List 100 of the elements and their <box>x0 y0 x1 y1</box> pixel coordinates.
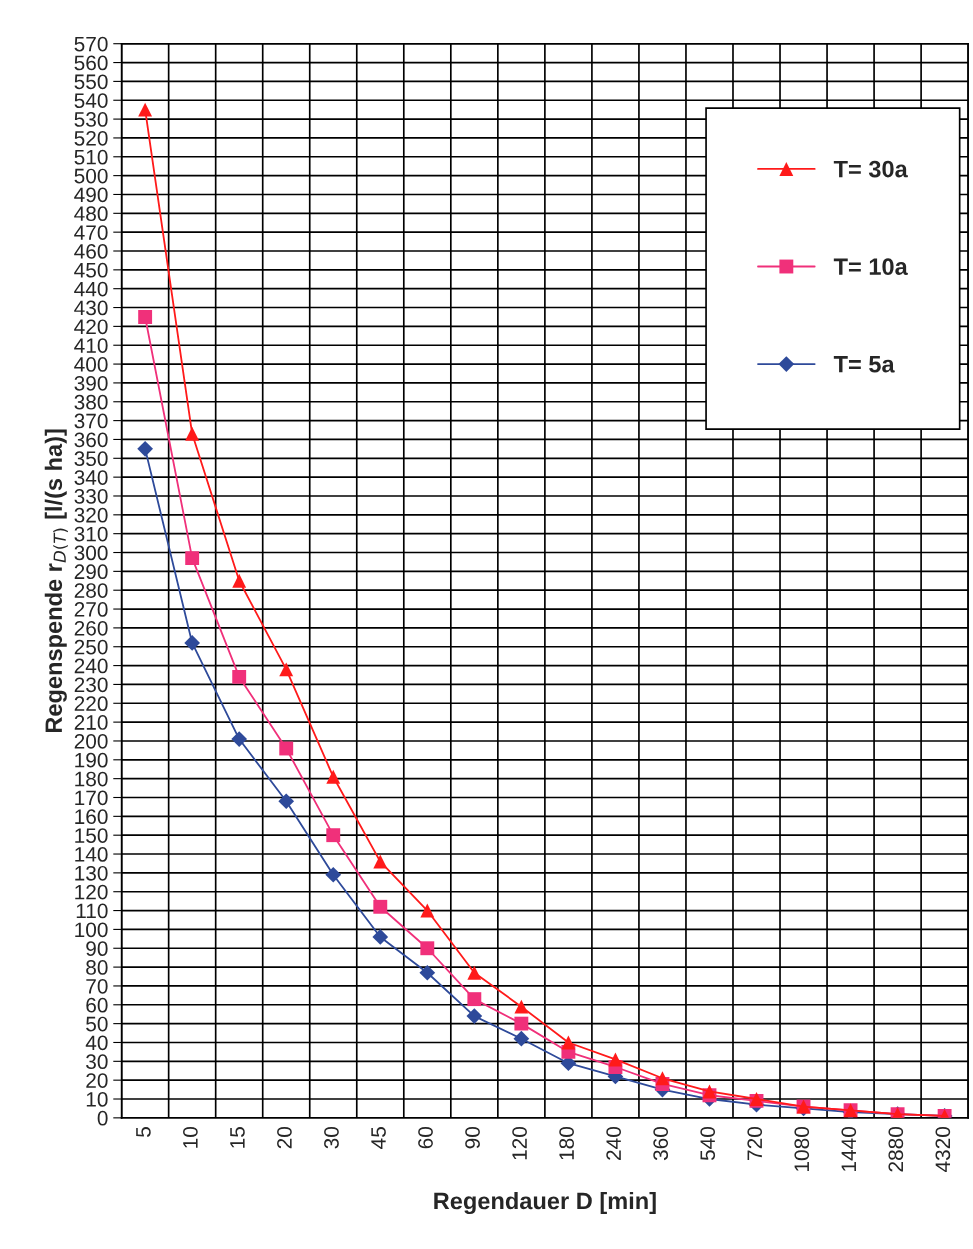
y-tick-label: 320 <box>74 507 108 523</box>
y-tick-label: 350 <box>74 451 108 467</box>
y-tick-label: 540 <box>74 93 108 108</box>
y-tick-label: 70 <box>86 978 108 994</box>
point <box>373 854 388 869</box>
x-tick-label: 360 <box>653 1127 669 1161</box>
y-tick-label: 50 <box>86 1016 108 1032</box>
legend-label: T= 10a <box>833 258 908 276</box>
y-tick-label: 380 <box>74 394 108 410</box>
y-tick-label: 110 <box>76 903 108 919</box>
y-tick-label: 520 <box>74 130 108 146</box>
point <box>373 899 388 914</box>
y-tick-label: 430 <box>74 300 108 316</box>
x-tick-label: 180 <box>559 1127 574 1160</box>
point <box>185 551 200 566</box>
x-tick-label: 10 <box>183 1127 198 1148</box>
x-tick-label: 720 <box>747 1127 763 1160</box>
point <box>419 964 436 981</box>
point <box>138 310 153 324</box>
y-tick-label: 190 <box>75 752 108 768</box>
y-tick-label: 550 <box>74 74 108 90</box>
point <box>513 1030 530 1047</box>
y-tick-label: 230 <box>74 677 108 693</box>
point <box>561 1035 576 1050</box>
y-tick-label: 30 <box>86 1054 108 1070</box>
y-tick-label: 0 <box>97 1110 108 1126</box>
legend-label: T= 30a <box>833 160 908 178</box>
x-tick-label: 1440 <box>841 1127 857 1171</box>
y-tick-label: 260 <box>74 620 108 636</box>
point <box>184 635 201 651</box>
y-tick-label: 250 <box>74 639 108 655</box>
y-tick-label: 560 <box>74 55 108 71</box>
y-tick-label: 90 <box>86 941 108 957</box>
y-tick-label: 150 <box>75 828 108 843</box>
point <box>514 999 529 1014</box>
y-tick-label: 570 <box>74 36 108 52</box>
y-tick-label: 530 <box>74 112 108 127</box>
y-tick-label: 500 <box>74 168 108 184</box>
y-tick-label: 300 <box>74 545 108 561</box>
point <box>279 662 294 677</box>
y-tick-label: 40 <box>85 1035 108 1051</box>
x-tick-label: 15 <box>230 1127 245 1148</box>
point <box>279 741 294 756</box>
y-tick-label: 200 <box>74 733 108 749</box>
y-tick-label: 170 <box>75 790 108 806</box>
y-tick-label: 10 <box>86 1092 108 1107</box>
x-tick-label: 60 <box>418 1127 433 1149</box>
x-tick-label: 45 <box>371 1127 386 1149</box>
x-tick-label: 120 <box>512 1127 527 1160</box>
x-tick-label: 4320 <box>935 1127 951 1173</box>
point <box>278 793 295 810</box>
y-tick-label: 510 <box>74 149 108 165</box>
point <box>514 1016 529 1031</box>
point <box>232 573 247 588</box>
y-tick-label: 160 <box>75 809 108 825</box>
y-tick-label: 60 <box>86 997 108 1013</box>
y-tick-label: 220 <box>74 696 108 712</box>
point <box>138 102 153 117</box>
y-tick-label: 310 <box>74 526 108 542</box>
y-tick-label: 100 <box>75 922 108 938</box>
x-tick-label: 5 <box>136 1127 151 1137</box>
y-tick-label: 360 <box>74 432 108 448</box>
y-tick-label: 20 <box>86 1073 108 1088</box>
y-tick-label: 130 <box>75 865 108 881</box>
point <box>466 1008 483 1024</box>
point <box>420 903 435 918</box>
y-tick-label: 480 <box>74 206 108 222</box>
x-tick-label: 540 <box>700 1127 716 1161</box>
point <box>137 441 153 457</box>
y-tick-label: 400 <box>74 357 108 372</box>
x-tick-label: 90 <box>465 1127 480 1149</box>
point <box>232 669 247 684</box>
y-tick-label: 290 <box>74 564 108 580</box>
point <box>231 731 248 747</box>
point <box>420 941 435 956</box>
y-tick-label: 180 <box>75 771 108 787</box>
point <box>325 866 342 883</box>
y-tick-label: 470 <box>74 225 108 240</box>
point <box>655 1071 670 1086</box>
y-tick-label: 490 <box>74 187 108 203</box>
point <box>702 1084 717 1099</box>
point <box>185 426 200 441</box>
x-axis-title: Regendauer D [min] <box>434 1191 656 1215</box>
y-tick-label: 120 <box>75 884 108 900</box>
point <box>326 769 341 784</box>
y-tick-label: 460 <box>74 244 108 259</box>
x-tick-label: 20 <box>277 1127 292 1149</box>
point <box>608 1052 623 1067</box>
x-tick-label: 1080 <box>794 1127 810 1171</box>
x-tick-label: 30 <box>324 1127 339 1149</box>
y-tick-label: 270 <box>74 602 108 617</box>
point <box>372 929 389 945</box>
y-tick-label: 140 <box>75 847 108 862</box>
y-tick-label: 390 <box>74 375 108 391</box>
y-tick-label: 420 <box>74 319 108 335</box>
y-tick-label: 280 <box>74 583 108 598</box>
point <box>467 992 482 1007</box>
y-tick-label: 240 <box>74 658 108 674</box>
y-tick-label: 80 <box>86 960 108 975</box>
y-tick-label: 330 <box>74 488 108 504</box>
